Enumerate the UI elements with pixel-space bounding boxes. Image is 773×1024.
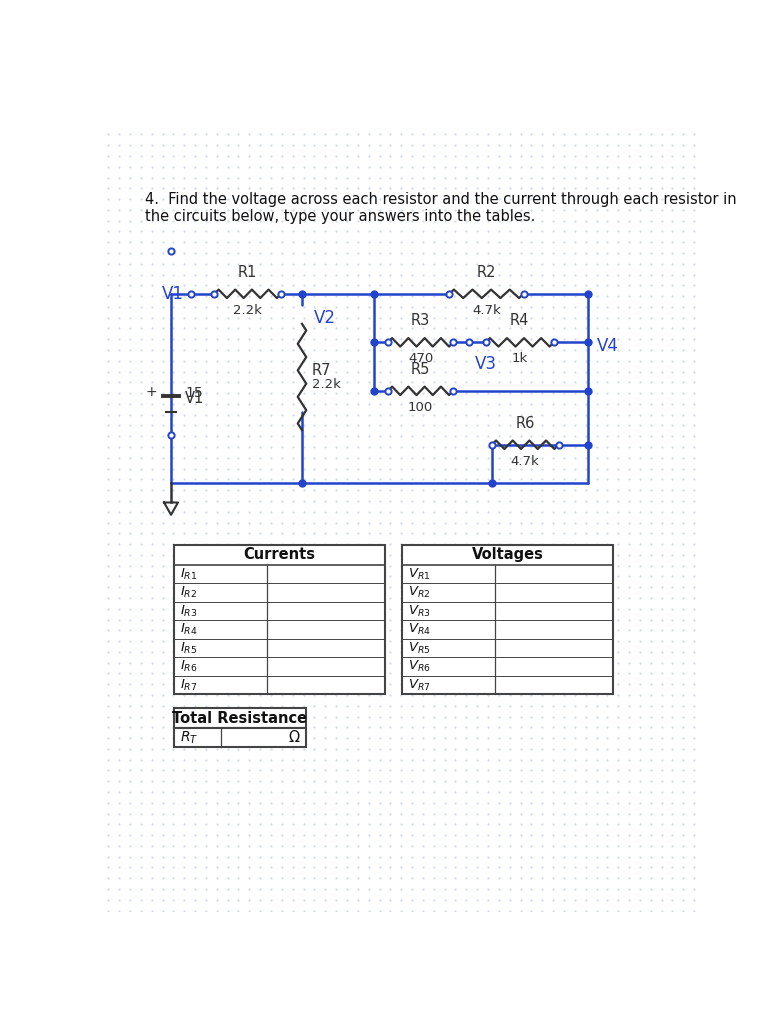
Text: $R_T$: $R_T$ bbox=[180, 729, 199, 745]
Text: 4.7k: 4.7k bbox=[511, 455, 540, 468]
Bar bbox=[174, 728, 306, 746]
Text: $V_{R4}$: $V_{R4}$ bbox=[408, 622, 431, 637]
Text: 2.2k: 2.2k bbox=[233, 304, 262, 316]
Text: $I_{R4}$: $I_{R4}$ bbox=[180, 622, 198, 637]
Text: 1k: 1k bbox=[512, 352, 528, 366]
Text: $I_{R7}$: $I_{R7}$ bbox=[180, 678, 198, 692]
Text: R3: R3 bbox=[411, 313, 431, 329]
Text: R1: R1 bbox=[238, 265, 257, 280]
Text: R4: R4 bbox=[510, 313, 530, 329]
Text: $V_{R7}$: $V_{R7}$ bbox=[408, 678, 431, 692]
Text: Total Resistance: Total Resistance bbox=[172, 711, 308, 726]
Text: the circuits below, type your answers into the tables.: the circuits below, type your answers in… bbox=[145, 209, 535, 224]
Text: V4: V4 bbox=[598, 337, 619, 355]
Text: 100: 100 bbox=[408, 400, 433, 414]
Text: $V_{R5}$: $V_{R5}$ bbox=[408, 640, 431, 655]
Text: V1: V1 bbox=[185, 391, 204, 407]
Text: $I_{R2}$: $I_{R2}$ bbox=[180, 585, 198, 600]
Text: R5: R5 bbox=[411, 361, 431, 377]
Text: $V_{R2}$: $V_{R2}$ bbox=[408, 585, 431, 600]
Text: +: + bbox=[146, 385, 158, 399]
Text: Currents: Currents bbox=[243, 548, 315, 562]
Text: Ω: Ω bbox=[288, 730, 300, 744]
Text: $I_{R6}$: $I_{R6}$ bbox=[180, 659, 198, 674]
Text: V3: V3 bbox=[475, 355, 497, 373]
Text: 4.  Find the voltage across each resistor and the current through each resistor : 4. Find the voltage across each resistor… bbox=[145, 193, 737, 208]
Text: $V_{R3}$: $V_{R3}$ bbox=[408, 603, 431, 618]
Text: 2.2k: 2.2k bbox=[312, 378, 341, 391]
Text: V1: V1 bbox=[162, 285, 183, 303]
Text: V2: V2 bbox=[314, 309, 335, 328]
Text: R7: R7 bbox=[312, 364, 332, 378]
Text: 470: 470 bbox=[408, 352, 433, 366]
Text: $V_{R6}$: $V_{R6}$ bbox=[408, 659, 431, 674]
Text: R2: R2 bbox=[477, 265, 496, 280]
Text: 15: 15 bbox=[185, 386, 203, 400]
Bar bbox=[174, 708, 306, 728]
Text: $I_{R3}$: $I_{R3}$ bbox=[180, 603, 198, 618]
Text: $I_{R5}$: $I_{R5}$ bbox=[180, 640, 198, 655]
Text: $V_{R1}$: $V_{R1}$ bbox=[408, 566, 431, 582]
Text: $I_{R1}$: $I_{R1}$ bbox=[180, 566, 198, 582]
Bar bbox=[174, 545, 385, 694]
Bar bbox=[402, 545, 613, 694]
Text: Voltages: Voltages bbox=[472, 548, 543, 562]
Text: 4.7k: 4.7k bbox=[472, 304, 501, 316]
Text: R6: R6 bbox=[516, 416, 535, 431]
